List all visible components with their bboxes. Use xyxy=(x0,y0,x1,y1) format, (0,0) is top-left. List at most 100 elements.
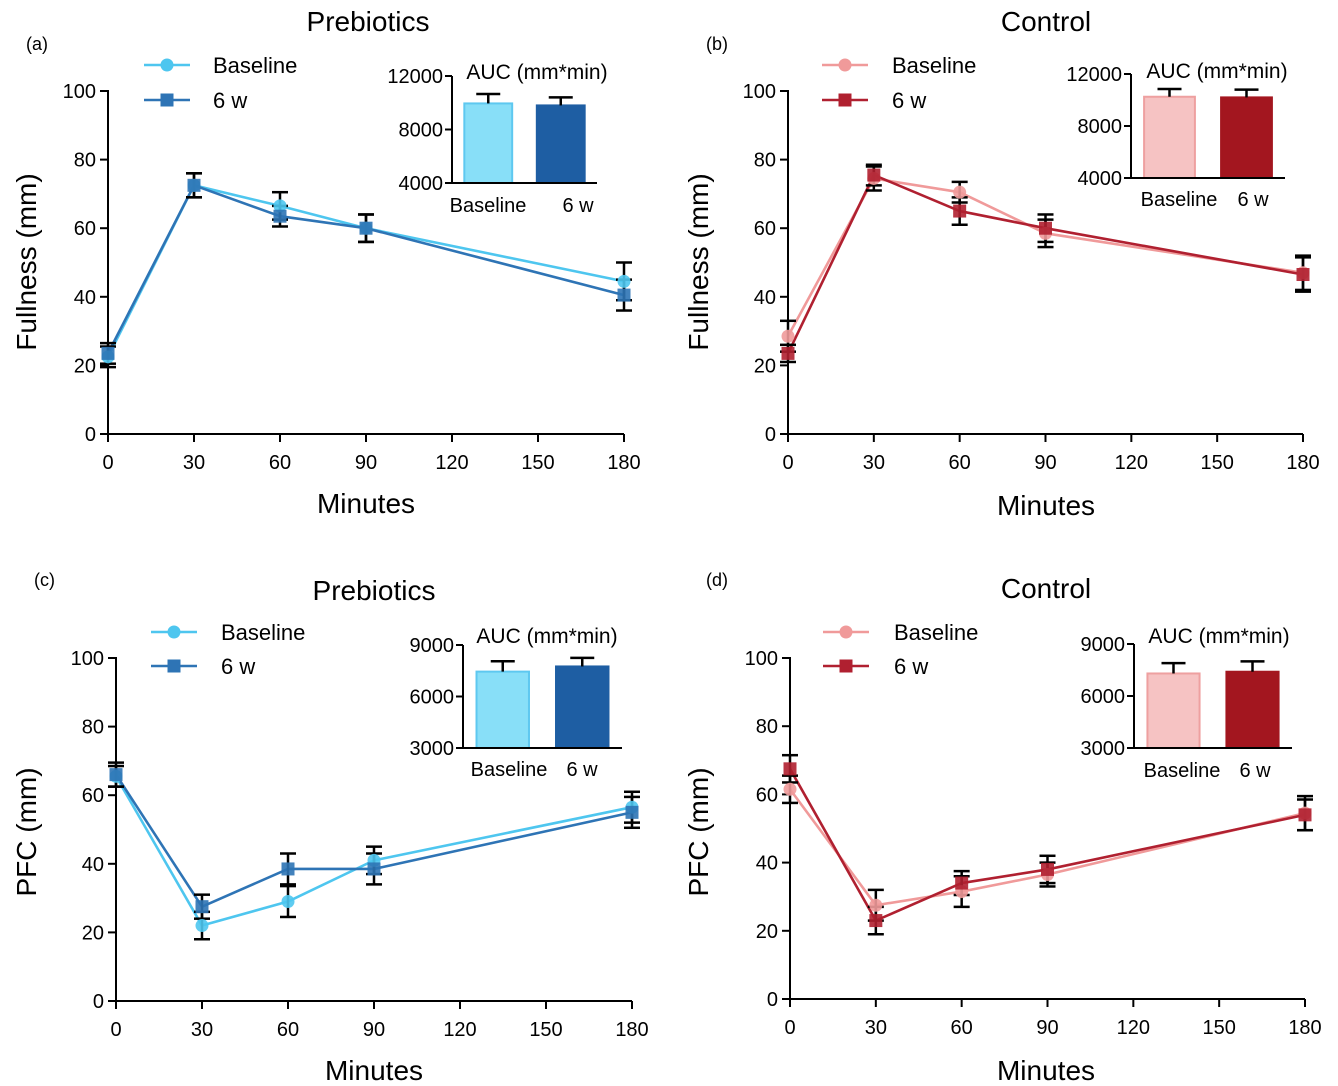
auc-y-tick-label: 3000 xyxy=(1081,738,1126,760)
panel-title: Prebiotics xyxy=(313,575,436,606)
auc-inset: Baseline 6 w 3000 6000 9000 AUC (mm*min) xyxy=(1081,625,1292,782)
data-point-6w xyxy=(781,346,795,360)
auc-category-label: Baseline xyxy=(450,195,527,217)
data-point-6w xyxy=(867,168,881,182)
data-point-6w xyxy=(1041,862,1054,876)
auc-category-label: 6 w xyxy=(566,759,598,781)
x-tick-label: 0 xyxy=(102,452,113,474)
data-point-baseline xyxy=(953,185,967,199)
auc-y-tick-label: 4000 xyxy=(399,173,444,195)
auc-bar xyxy=(1225,670,1280,750)
x-tick-label: 180 xyxy=(1288,1017,1321,1039)
data-point-6w xyxy=(625,805,639,819)
legend-label: Baseline xyxy=(892,53,976,78)
data-point-6w xyxy=(109,768,123,782)
series-line-6w xyxy=(786,173,1304,354)
x-tick-label: 120 xyxy=(443,1019,476,1041)
series-line-baseline xyxy=(786,177,1304,337)
auc-bar xyxy=(535,104,586,184)
auc-bar xyxy=(475,670,530,750)
series-line-6w xyxy=(788,768,1306,922)
y-tick-label: 40 xyxy=(756,853,778,875)
x-tick-label: 30 xyxy=(863,452,885,474)
legend-label: Baseline xyxy=(213,53,297,78)
data-point-6w xyxy=(869,914,883,928)
x-tick-label: 30 xyxy=(865,1017,887,1039)
x-tick-label: 90 xyxy=(1034,452,1056,474)
auc-title: AUC (mm*min) xyxy=(1146,60,1287,83)
y-tick-label: 0 xyxy=(765,424,776,446)
data-point-baseline xyxy=(281,895,295,909)
y-tick-label: 40 xyxy=(74,287,96,309)
x-tick-label: 150 xyxy=(1202,1017,1235,1039)
panel-letter: (b) xyxy=(706,34,728,54)
data-point-6w xyxy=(367,862,381,876)
auc-inset: Baseline 6 w 3000 6000 9000 AUC (mm*min) xyxy=(410,625,622,781)
x-axis-title: Minutes xyxy=(325,1055,423,1086)
y-axis-title: Fullness (mm) xyxy=(11,173,42,350)
legend-marker-square xyxy=(838,93,852,107)
auc-title: AUC (mm*min) xyxy=(476,625,617,648)
auc-y-tick-label: 12000 xyxy=(387,66,443,88)
data-point-6w xyxy=(783,762,797,776)
data-point-baseline xyxy=(273,199,287,213)
series-line-6w xyxy=(114,773,633,908)
panel-title: Prebiotics xyxy=(307,6,430,37)
x-axis-title: Minutes xyxy=(997,490,1095,521)
auc-y-tick-label: 12000 xyxy=(1066,64,1122,86)
x-tick-label: 0 xyxy=(782,452,793,474)
auc-category-label: 6 w xyxy=(1239,760,1271,782)
auc-y-tick-label: 9000 xyxy=(410,635,455,657)
x-tick-label: 150 xyxy=(1200,452,1233,474)
y-tick-label: 0 xyxy=(93,991,104,1013)
data-point-6w xyxy=(1298,808,1312,822)
y-tick-label: 100 xyxy=(743,81,776,103)
x-axis-title: Minutes xyxy=(317,488,415,519)
y-tick-label: 80 xyxy=(756,716,778,738)
y-axis-title: Fullness (mm) xyxy=(683,173,714,350)
auc-y-tick-label: 6000 xyxy=(1081,686,1126,708)
x-tick-label: 150 xyxy=(521,452,554,474)
y-tick-label: 60 xyxy=(82,785,104,807)
x-tick-label: 120 xyxy=(1115,452,1148,474)
panel-title: Control xyxy=(1001,573,1091,604)
panel-title: Control xyxy=(1001,6,1091,37)
x-tick-label: 90 xyxy=(1036,1017,1058,1039)
x-tick-label: 150 xyxy=(529,1019,562,1041)
data-point-6w xyxy=(955,876,969,890)
y-tick-label: 80 xyxy=(754,150,776,172)
legend-marker-circle xyxy=(839,625,853,639)
auc-bar xyxy=(1143,95,1196,179)
legend-label: 6 w xyxy=(894,654,928,679)
panel-letter: (d) xyxy=(706,570,728,590)
legend-marker-square xyxy=(160,93,174,107)
data-point-baseline xyxy=(783,782,797,796)
x-tick-label: 180 xyxy=(1286,452,1319,474)
x-tick-label: 180 xyxy=(607,452,640,474)
x-tick-label: 90 xyxy=(355,452,377,474)
data-point-6w xyxy=(1296,268,1310,282)
series-line-baseline xyxy=(788,788,1306,907)
legend-label: 6 w xyxy=(221,654,255,679)
y-tick-label: 20 xyxy=(754,355,776,377)
data-point-6w xyxy=(187,178,201,192)
y-tick-label: 100 xyxy=(71,648,104,670)
x-tick-label: 60 xyxy=(277,1019,299,1041)
auc-category-label: Baseline xyxy=(1144,760,1221,782)
legend-marker-circle xyxy=(167,625,181,639)
auc-y-tick-label: 8000 xyxy=(399,120,444,142)
data-point-baseline xyxy=(617,274,631,288)
x-tick-label: 0 xyxy=(784,1017,795,1039)
auc-bar xyxy=(1146,672,1201,750)
y-axis-title: PFC (mm) xyxy=(11,767,42,896)
y-tick-label: 60 xyxy=(754,218,776,240)
y-tick-label: 0 xyxy=(767,989,778,1011)
x-tick-label: 180 xyxy=(615,1019,648,1041)
y-tick-label: 20 xyxy=(756,921,778,943)
x-axis-title: Minutes xyxy=(997,1055,1095,1086)
data-point-baseline xyxy=(195,919,209,933)
x-tick-label: 120 xyxy=(435,452,468,474)
x-tick-label: 60 xyxy=(949,452,971,474)
legend-label: 6 w xyxy=(213,88,247,113)
